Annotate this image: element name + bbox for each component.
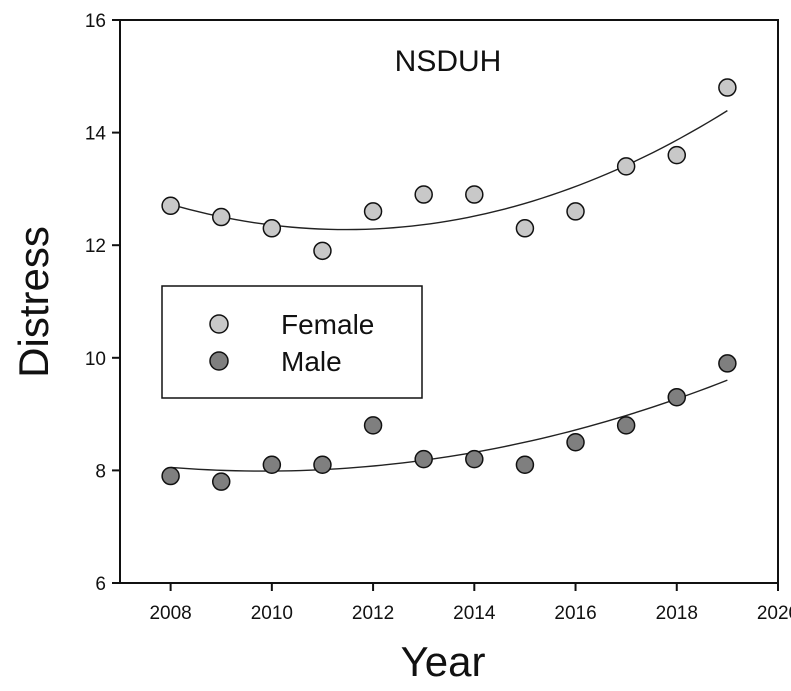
point-male: [718, 354, 737, 373]
legend-label-male: Male: [281, 346, 342, 377]
point-male: [211, 472, 231, 491]
point-female: [566, 202, 585, 221]
plot-area: [119, 19, 779, 584]
point-female: [363, 202, 383, 221]
legend-marker-female: [209, 314, 229, 334]
x-tick-label: 2016: [554, 603, 596, 624]
trend-line-female: [170, 110, 728, 231]
trend-line-male: [170, 379, 728, 472]
legend-marker-male: [209, 351, 229, 371]
point-female: [313, 241, 332, 261]
point-male: [414, 449, 433, 469]
point-male: [363, 416, 383, 435]
y-tick-label: 12: [85, 236, 106, 257]
plot-frame: [119, 19, 779, 584]
point-female: [211, 207, 231, 227]
x-tick-label: 2020: [757, 603, 791, 624]
y-axis: 6 8 10 12 14 16: [85, 11, 120, 595]
data-points: [161, 78, 737, 491]
y-tick-label: 8: [95, 461, 106, 482]
point-male: [566, 433, 585, 452]
point-male: [515, 455, 535, 475]
x-tick-label: 2012: [352, 603, 394, 624]
x-tick-label: 2014: [453, 603, 496, 624]
legend-box: [161, 285, 423, 399]
x-tick-label: 2010: [251, 603, 293, 624]
point-female: [465, 185, 484, 204]
point-female: [616, 157, 636, 176]
chart-title: NSDUH: [395, 45, 502, 78]
point-male: [667, 387, 687, 407]
y-tick-label: 6: [95, 574, 106, 595]
y-tick-label: 10: [85, 349, 106, 370]
trend-lines: [170, 110, 728, 472]
point-male: [616, 416, 636, 435]
x-axis: 2008 2010 2012 2014 2016 2018 2020: [149, 583, 791, 624]
point-male: [161, 466, 180, 486]
x-tick-label: 2018: [656, 603, 698, 624]
point-male: [262, 455, 282, 475]
legend: Female Male: [161, 285, 423, 399]
point-female: [414, 185, 433, 204]
legend-label-female: Female: [281, 309, 374, 340]
point-male: [313, 455, 332, 475]
x-axis-title: Year: [401, 638, 486, 685]
y-tick-label: 14: [85, 124, 107, 145]
point-female: [667, 145, 687, 165]
point-female: [515, 219, 535, 238]
point-female: [161, 196, 180, 216]
y-tick-label: 16: [85, 11, 106, 32]
point-female: [718, 78, 737, 97]
point-male: [465, 449, 484, 469]
point-female: [262, 219, 282, 238]
y-axis-title: Distress: [10, 226, 57, 378]
x-tick-label: 2008: [149, 603, 191, 624]
